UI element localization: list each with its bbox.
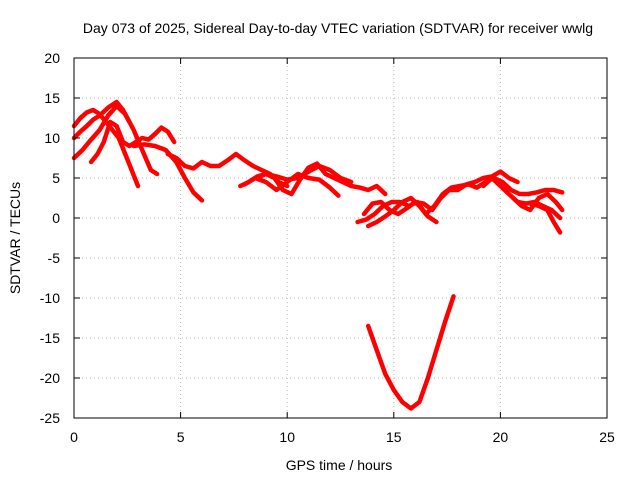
x-axis-label: GPS time / hours [286, 457, 393, 473]
y-tick-label: -20 [40, 370, 60, 386]
y-tick-label: -25 [40, 410, 60, 426]
x-tick-label: 10 [279, 429, 295, 445]
x-tick-label: 0 [70, 429, 78, 445]
series-arc-12 [365, 195, 439, 229]
y-tick-label: 5 [52, 170, 60, 186]
y-tick-label: -5 [48, 250, 61, 266]
y-axis-label: SDTVAR / TECUs [7, 182, 23, 294]
series-arc-8 [252, 171, 341, 198]
y-tick-label: 20 [44, 50, 60, 66]
y-tick-labels: 20 15 10 5 0 -5 -10 -15 -20 -25 [40, 50, 60, 426]
series-arc-14 [510, 191, 565, 213]
x-tick-labels: 0 5 10 15 20 25 [70, 429, 615, 445]
y-tick-label: 10 [44, 130, 60, 146]
series-arc-16 [365, 294, 456, 411]
x-tick-label: 5 [177, 429, 185, 445]
y-tick-label: 15 [44, 90, 60, 106]
y-tick-label: 0 [52, 210, 60, 226]
x-tick-label: 15 [386, 429, 402, 445]
chart-title: Day 073 of 2025, Sidereal Day-to-day VTE… [83, 20, 593, 36]
series-arc-2 [71, 103, 160, 177]
y-tick-label: -15 [40, 330, 60, 346]
axis-ticks [73, 57, 608, 419]
x-tick-label: 25 [599, 429, 615, 445]
x-tick-label: 20 [493, 429, 509, 445]
series-arc-4 [71, 99, 132, 141]
plot-frame [73, 57, 608, 419]
series-arc-15 [527, 201, 563, 235]
series-arc-9 [242, 163, 354, 187]
y-tick-label: -10 [40, 290, 60, 306]
grid [74, 58, 607, 418]
series-layer [71, 99, 565, 411]
series-arc-3 [88, 119, 177, 165]
